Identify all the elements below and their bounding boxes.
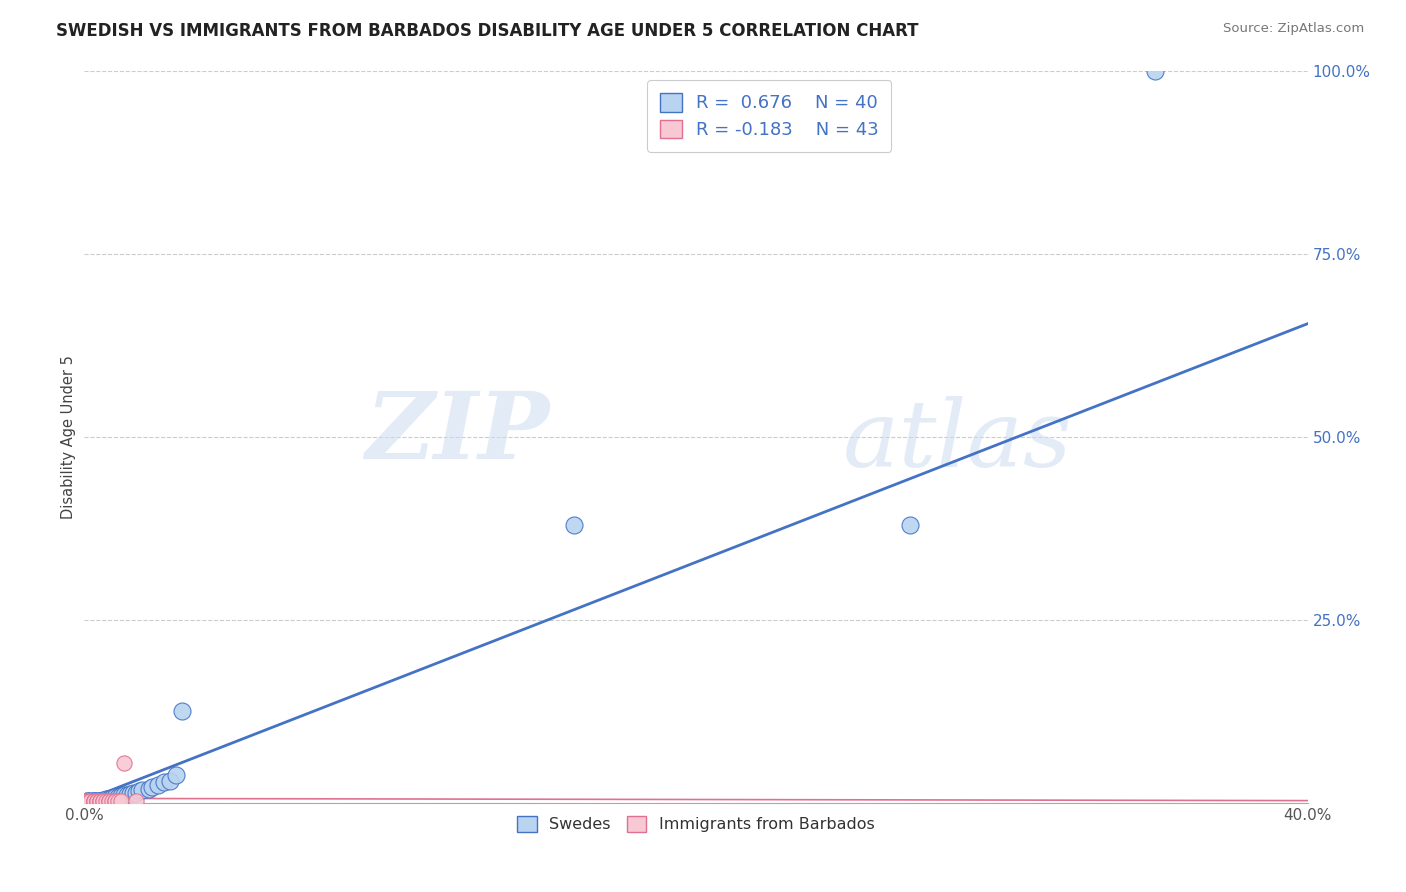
Legend: Swedes, Immigrants from Barbados: Swedes, Immigrants from Barbados (510, 809, 882, 838)
Point (104, 794, 127, 808)
Point (83, 794, 105, 808)
Point (79, 794, 101, 808)
Point (91, 793, 114, 807)
Point (94, 793, 117, 807)
Point (73, 794, 96, 808)
Point (898, 517, 921, 532)
Point (104, 789, 127, 804)
Point (159, 773, 181, 788)
Point (89, 794, 111, 808)
Point (91, 794, 114, 808)
Point (146, 778, 169, 792)
Point (76, 794, 98, 808)
Point (83, 794, 105, 808)
Point (76, 794, 98, 808)
Point (128, 784, 150, 798)
Text: ZIP: ZIP (366, 388, 550, 478)
Point (73, 794, 96, 808)
Point (73, 794, 96, 808)
Point (86, 794, 108, 808)
Point (76, 794, 98, 808)
Point (91, 794, 114, 808)
Point (79, 794, 101, 808)
Point (104, 790, 127, 805)
Point (94, 794, 117, 808)
Point (83, 794, 105, 808)
Point (120, 787, 142, 801)
Point (110, 794, 132, 808)
Point (73, 794, 96, 808)
Point (1143, 64, 1166, 78)
Text: Source: ZipAtlas.com: Source: ZipAtlas.com (1223, 22, 1364, 36)
Point (107, 789, 129, 804)
Point (89, 794, 111, 808)
Point (125, 794, 148, 808)
Point (97, 792, 120, 806)
Point (73, 794, 96, 808)
Point (115, 788, 138, 802)
Point (112, 789, 135, 803)
Point (73, 794, 96, 808)
Point (76, 794, 98, 808)
Point (97, 794, 120, 808)
Point (104, 794, 127, 808)
Point (73, 794, 96, 808)
Point (79, 794, 101, 808)
Point (89, 794, 111, 808)
Point (97, 794, 120, 808)
Point (79, 794, 101, 808)
Point (83, 794, 105, 808)
Point (73, 794, 96, 808)
Point (94, 792, 117, 806)
Point (172, 705, 194, 719)
Point (125, 786, 148, 800)
Point (76, 794, 98, 808)
Text: SWEDISH VS IMMIGRANTS FROM BARBADOS DISABILITY AGE UNDER 5 CORRELATION CHART: SWEDISH VS IMMIGRANTS FROM BARBADOS DISA… (56, 22, 918, 40)
Point (122, 786, 145, 800)
Point (107, 794, 129, 808)
Point (131, 782, 153, 797)
Text: atlas: atlas (842, 396, 1073, 486)
Point (112, 756, 135, 770)
Point (73, 794, 96, 808)
Point (165, 768, 187, 782)
Point (101, 791, 124, 805)
Point (83, 794, 105, 808)
Point (76, 794, 98, 808)
Point (83, 794, 105, 808)
Point (562, 517, 585, 532)
Point (76, 794, 98, 808)
Point (97, 792, 120, 806)
Point (138, 781, 160, 796)
Point (89, 794, 111, 808)
Point (101, 794, 124, 808)
Point (79, 794, 101, 808)
Point (83, 794, 105, 808)
Point (153, 775, 176, 789)
Point (110, 789, 132, 804)
Point (86, 794, 108, 808)
Point (89, 794, 111, 808)
Point (86, 794, 108, 808)
Point (73, 794, 96, 808)
Point (86, 794, 108, 808)
Point (76, 794, 98, 808)
Point (89, 794, 111, 808)
Point (91, 794, 114, 808)
Point (141, 780, 163, 794)
Point (79, 794, 101, 808)
Point (86, 794, 108, 808)
Y-axis label: Disability Age Under 5: Disability Age Under 5 (60, 355, 76, 519)
Point (73, 794, 96, 808)
